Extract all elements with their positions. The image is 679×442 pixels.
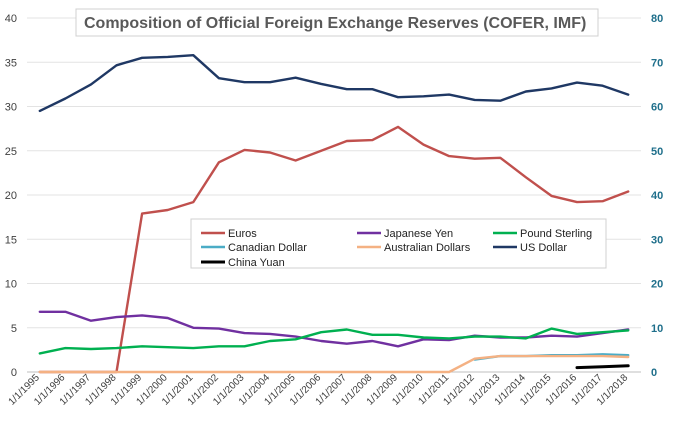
series-line bbox=[38, 354, 630, 374]
series-us-dollar bbox=[38, 54, 630, 113]
y-left-tick-label: 25 bbox=[5, 146, 17, 158]
y-axis-right-ticks: 0 10 20 30 40 50 60 70 80 bbox=[651, 13, 663, 379]
y-right-tick-label: 50 bbox=[651, 146, 663, 158]
y-right-tick-label: 70 bbox=[651, 57, 663, 69]
y-right-tick-label: 20 bbox=[651, 279, 663, 291]
series-line bbox=[575, 364, 630, 370]
legend-label: Canadian Dollar bbox=[228, 242, 307, 254]
y-left-tick-label: 10 bbox=[5, 279, 17, 291]
y-right-tick-label: 10 bbox=[651, 323, 663, 335]
y-left-tick-label: 40 bbox=[5, 13, 17, 25]
title-frame bbox=[75, 8, 599, 37]
chart-title-box: Composition of Official Foreign Exchange… bbox=[75, 8, 599, 37]
series-china-yuan bbox=[575, 364, 630, 370]
y-axis-left-ticks: 0 5 10 15 20 25 30 35 40 bbox=[5, 13, 17, 379]
y-left-tick-label: 30 bbox=[5, 102, 17, 114]
legend-label: Australian Dollars bbox=[384, 242, 471, 254]
legend-label: US Dollar bbox=[520, 242, 567, 254]
series-line bbox=[38, 54, 630, 113]
y-left-tick-label: 35 bbox=[5, 57, 17, 69]
series-australian-dollars bbox=[38, 354, 630, 374]
y-right-tick-label: 80 bbox=[651, 13, 663, 25]
series-pound-sterling bbox=[38, 327, 630, 355]
legend-label: Pound Sterling bbox=[520, 228, 592, 240]
y-right-tick-label: 60 bbox=[651, 102, 663, 114]
y-left-tick-label: 5 bbox=[11, 323, 17, 335]
legend-label: Euros bbox=[228, 228, 257, 240]
series-lines bbox=[38, 54, 630, 374]
series-line bbox=[38, 327, 630, 355]
y-left-tick-label: 15 bbox=[5, 234, 17, 246]
y-right-tick-label: 0 bbox=[651, 367, 657, 379]
legend-label: China Yuan bbox=[228, 257, 285, 269]
legend-label: Japanese Yen bbox=[384, 228, 453, 240]
series-euros bbox=[38, 125, 630, 374]
legend: Euros Japanese Yen Pound Sterling Canadian … bbox=[190, 218, 607, 269]
y-left-tick-label: 0 bbox=[11, 367, 17, 379]
series-line bbox=[38, 125, 630, 374]
y-right-tick-label: 40 bbox=[651, 190, 663, 202]
y-left-tick-label: 20 bbox=[5, 190, 17, 202]
chart-title: Composition of Official Foreign Exchange… bbox=[84, 15, 586, 32]
legend-frame bbox=[190, 218, 607, 269]
y-right-tick-label: 30 bbox=[651, 234, 663, 246]
